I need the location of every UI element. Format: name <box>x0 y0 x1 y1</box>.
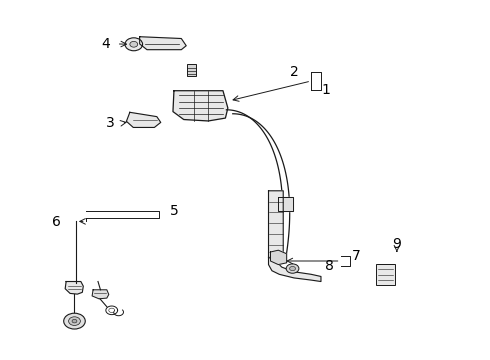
Polygon shape <box>140 37 186 50</box>
Text: 7: 7 <box>352 249 361 262</box>
Circle shape <box>69 317 80 325</box>
Polygon shape <box>126 112 161 127</box>
Polygon shape <box>270 250 287 265</box>
Polygon shape <box>278 197 293 211</box>
Polygon shape <box>269 191 283 260</box>
Text: 8: 8 <box>325 259 334 273</box>
Polygon shape <box>92 290 109 299</box>
Circle shape <box>125 38 143 51</box>
Text: 5: 5 <box>170 204 178 217</box>
Circle shape <box>64 313 85 329</box>
Text: 6: 6 <box>52 215 61 229</box>
Circle shape <box>286 264 299 273</box>
Text: 1: 1 <box>321 83 330 97</box>
Bar <box>187 64 196 76</box>
Bar <box>376 264 395 285</box>
Text: 2: 2 <box>290 65 298 79</box>
Polygon shape <box>173 91 228 121</box>
Polygon shape <box>269 257 321 282</box>
Text: 9: 9 <box>392 237 401 251</box>
Polygon shape <box>65 282 83 294</box>
Text: 3: 3 <box>106 116 115 130</box>
Circle shape <box>72 319 77 323</box>
Circle shape <box>290 266 295 271</box>
Circle shape <box>130 41 138 47</box>
Text: 4: 4 <box>101 37 110 51</box>
